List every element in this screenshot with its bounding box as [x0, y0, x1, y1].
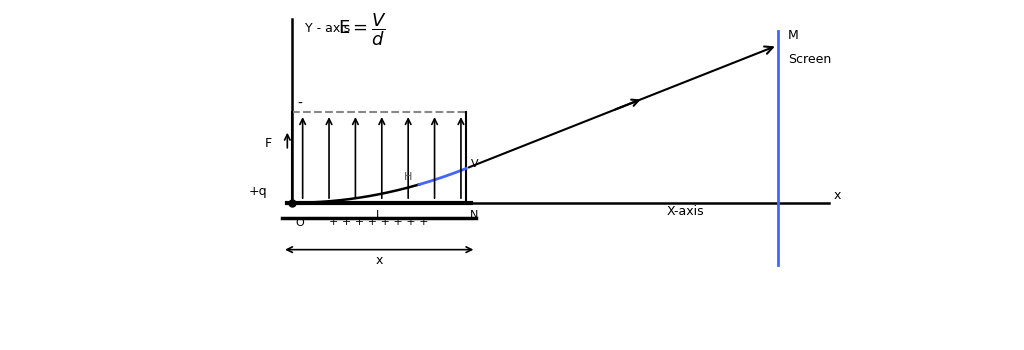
- Text: L: L: [376, 210, 382, 220]
- Text: M: M: [787, 29, 799, 42]
- Text: -: -: [298, 97, 302, 111]
- Text: x: x: [834, 189, 841, 202]
- Text: N: N: [470, 210, 478, 220]
- Text: Screen: Screen: [787, 53, 831, 66]
- Text: Y - axis: Y - axis: [305, 22, 350, 35]
- Text: V: V: [471, 159, 479, 169]
- Text: H: H: [403, 173, 412, 182]
- Text: X-axis: X-axis: [667, 205, 705, 218]
- Text: F: F: [265, 137, 272, 150]
- Text: + + + + + + + +: + + + + + + + +: [330, 217, 429, 228]
- Text: O: O: [296, 218, 304, 229]
- Text: $\mathrm{E} = \dfrac{V}{d}$: $\mathrm{E} = \dfrac{V}{d}$: [338, 12, 387, 48]
- Text: +q: +q: [248, 184, 267, 197]
- Text: x: x: [376, 253, 383, 267]
